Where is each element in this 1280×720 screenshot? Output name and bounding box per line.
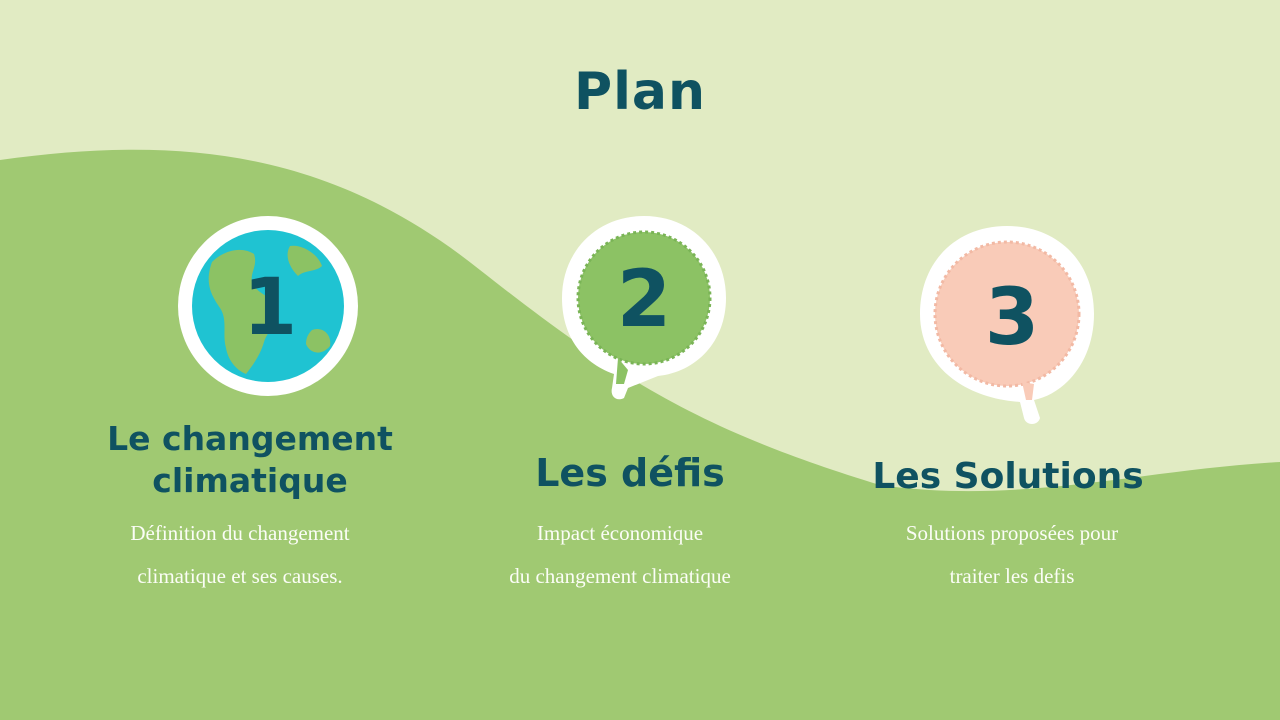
- item-2-description-line-1: Impact économique: [536, 521, 704, 545]
- item-1-description-line-2: climatique et ses causes.: [137, 564, 343, 588]
- item-1-description: Définition du changement climatique et s…: [90, 512, 390, 598]
- item-2-heading-line-1: Les défis: [535, 451, 725, 495]
- number-1: 1: [243, 263, 297, 353]
- item-2-heading: Les défis: [490, 448, 770, 498]
- item-2-description: Impact économique du changement climatiq…: [470, 512, 770, 598]
- item-1-heading-line-2: climatique: [152, 461, 348, 500]
- page-title: Plan: [573, 62, 707, 122]
- earth-globe-icon: 1: [178, 216, 358, 396]
- item-3-description-line-1: Solutions proposées pour: [905, 521, 1119, 545]
- item-3-description: Solutions proposées pour traiter les def…: [862, 512, 1162, 598]
- item-1-description-line-1: Définition du changement: [130, 521, 350, 545]
- pink-speech-bubble-icon: 3: [920, 226, 1094, 424]
- green-speech-bubble-icon: 2: [562, 216, 726, 400]
- item-1-heading: Le changement climatique: [100, 418, 400, 502]
- item-3-heading: Les Solutions: [850, 452, 1166, 502]
- number-2: 2: [617, 255, 671, 345]
- item-3-heading-line-1: Les Solutions: [872, 456, 1144, 497]
- item-2-description-line-2: du changement climatique: [509, 564, 731, 588]
- item-1-heading-line-1: Le changement: [107, 419, 393, 458]
- item-3-description-line-2: traiter les defis: [949, 564, 1075, 588]
- number-3: 3: [985, 273, 1039, 363]
